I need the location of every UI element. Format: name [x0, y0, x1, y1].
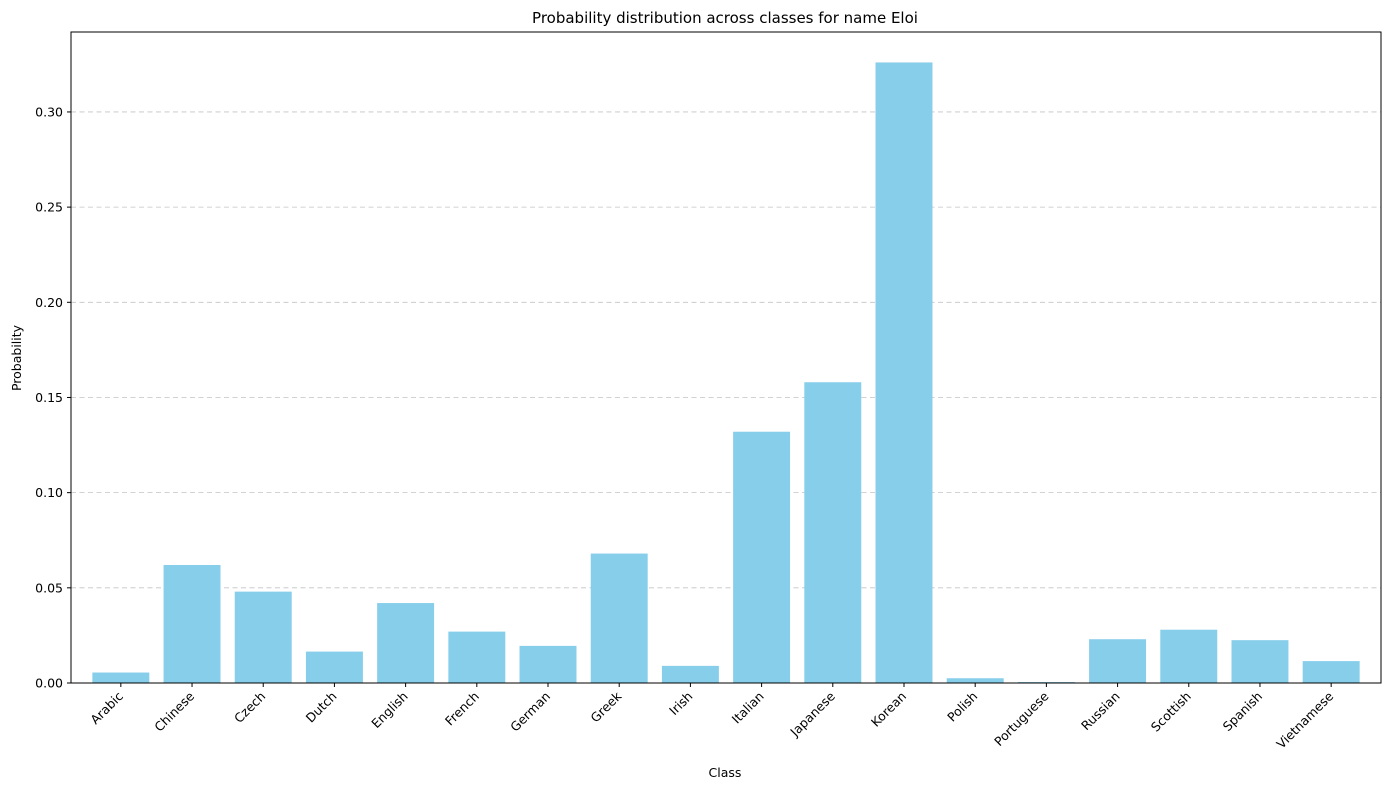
bar-french [448, 631, 506, 683]
x-tick-label: German [507, 689, 553, 735]
bar-english [377, 603, 435, 683]
bar-german [519, 645, 577, 683]
bar-polish [946, 678, 1004, 683]
bar-czech [234, 591, 292, 683]
bar-chinese [163, 564, 221, 683]
y-tick-label: 0.20 [35, 295, 63, 310]
x-tick-label: French [442, 689, 482, 729]
x-tick-label: Arabic [87, 688, 126, 727]
bar-russian [1089, 639, 1147, 683]
y-tick-label: 0.15 [35, 390, 63, 405]
x-tick-label: Japanese [786, 688, 838, 740]
plot-frame [70, 31, 1382, 684]
bar-italian [733, 431, 791, 683]
bar-japanese [804, 382, 862, 683]
bar-arabic [92, 672, 150, 683]
x-tick-label: Spanish [1220, 689, 1266, 735]
y-tick-label: 0.05 [35, 580, 63, 595]
y-tick-label: 0.00 [35, 676, 63, 691]
bar-scottish [1160, 629, 1218, 683]
y-tick-label: 0.25 [35, 200, 63, 215]
bar-vietnamese [1302, 661, 1360, 683]
x-tick-label: Chinese [151, 688, 197, 734]
gridlines [71, 111, 1381, 589]
x-tick-label: Dutch [303, 689, 340, 726]
x-tick-label: Vietnamese [1273, 688, 1336, 751]
bar-spanish [1231, 640, 1289, 683]
x-tick-label: Italian [729, 689, 767, 727]
axes [70, 31, 1382, 684]
chart-title: Probability distribution across classes … [532, 9, 918, 27]
x-tick-label: Russian [1078, 689, 1123, 734]
x-axis-label: Class [709, 765, 742, 780]
x-tick-label: Scottish [1148, 689, 1194, 735]
x-ticks: Arabic Chinese Czech Dutch English French Germ… [87, 683, 1336, 751]
x-tick-label: Korean [868, 689, 909, 730]
bars [92, 62, 1360, 684]
y-tick-label: 0.30 [35, 104, 63, 119]
y-axis-label: Probability [9, 324, 24, 391]
bar-greek [590, 553, 648, 683]
x-tick-label: English [368, 689, 411, 732]
bar-korean [875, 62, 933, 684]
x-tick-label: Irish [666, 689, 696, 719]
y-ticks: 0.00 0.05 0.10 0.15 0.20 0.25 0.30 [35, 104, 71, 691]
y-tick-label: 0.10 [35, 485, 63, 500]
bar-irish [661, 665, 719, 683]
x-tick-label: Greek [587, 688, 624, 725]
x-tick-label: Czech [231, 689, 268, 726]
bar-dutch [305, 651, 363, 683]
x-tick-label: Polish [944, 689, 980, 725]
x-tick-label: Portuguese [991, 688, 1052, 749]
